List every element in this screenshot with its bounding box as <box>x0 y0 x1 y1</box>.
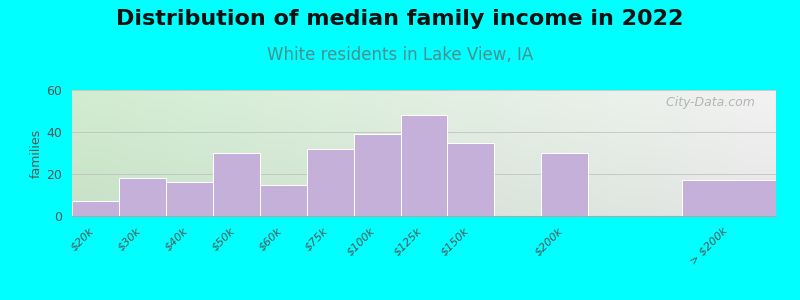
Text: White residents in Lake View, IA: White residents in Lake View, IA <box>267 46 533 64</box>
Bar <box>354 134 401 216</box>
Text: City-Data.com: City-Data.com <box>658 96 755 109</box>
Bar <box>306 149 354 216</box>
Bar <box>260 184 306 216</box>
Bar <box>213 153 260 216</box>
Bar <box>119 178 166 216</box>
Bar <box>447 142 494 216</box>
Bar <box>72 201 119 216</box>
Text: Distribution of median family income in 2022: Distribution of median family income in … <box>116 9 684 29</box>
Bar <box>401 115 447 216</box>
Bar <box>542 153 588 216</box>
Bar <box>682 180 776 216</box>
Y-axis label: families: families <box>30 128 42 178</box>
Bar <box>166 182 213 216</box>
